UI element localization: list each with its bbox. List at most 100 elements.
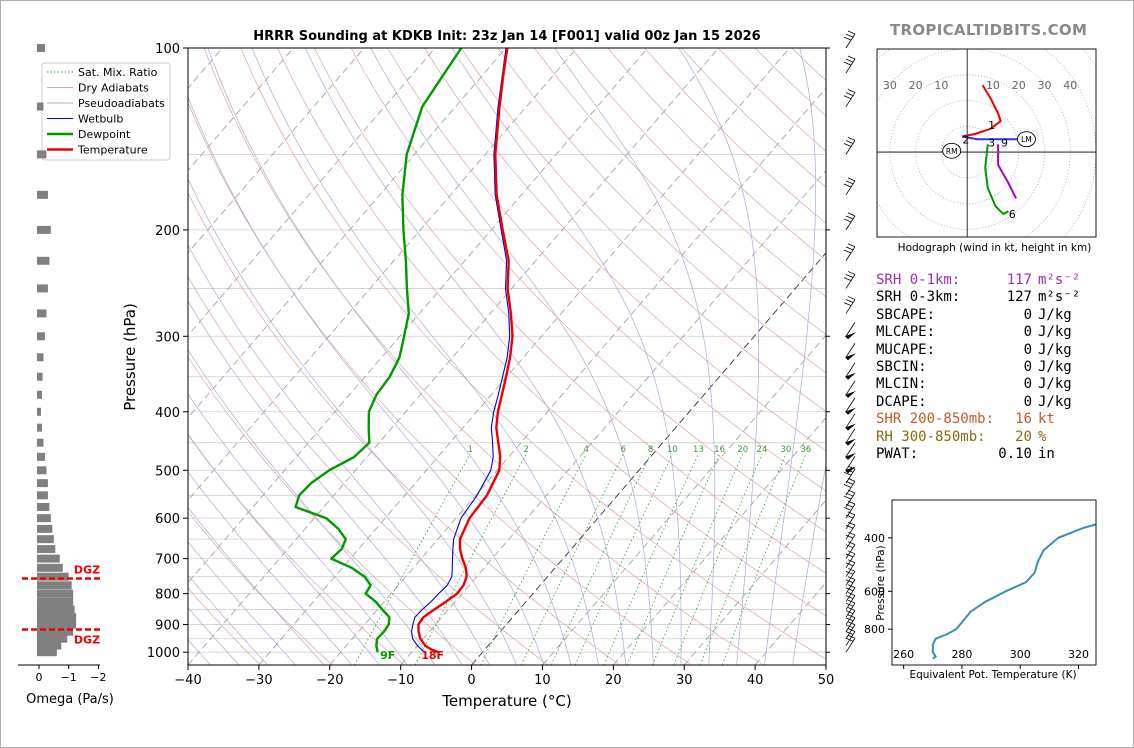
barb-pennant (845, 372, 856, 380)
omega-bar (37, 597, 74, 606)
pseudo-adiabat (207, 48, 572, 665)
x-tick-label: 10 (534, 673, 551, 688)
barb-pennant (845, 407, 856, 415)
omega-panel: 0 −1 −2 Omega (Pa/s) DGZ DGZ (18, 44, 114, 707)
barb-feather (845, 92, 854, 97)
barb-feather (845, 246, 854, 251)
dry-adiabat (240, 48, 826, 660)
storm-motion-label: RM (946, 147, 958, 156)
barb-staff (845, 492, 856, 508)
index-value: 16 (1015, 411, 1032, 428)
barb-feather (845, 524, 854, 529)
barb-staff (845, 246, 856, 262)
barb-feather (847, 521, 856, 526)
wind-barb (845, 576, 856, 594)
y-tick-label: 700 (155, 553, 180, 568)
sounding-indices: SRH 0-1km: 117 m²s⁻² SRH 0-3km: 127 m²s⁻² SBCA… (876, 272, 1116, 463)
omega-bar (37, 452, 45, 461)
x-tick-label: −20 (316, 673, 343, 688)
omega-bar (37, 466, 47, 475)
mixing-ratio-line (574, 453, 673, 665)
series-wetbulb-line (410, 48, 511, 653)
index-unit: J/kg (1038, 341, 1072, 358)
index-label: SRH 0-1km: (876, 272, 961, 288)
index-unit: J/kg (1038, 306, 1072, 323)
hodograph-tick-label: 30 (883, 79, 897, 92)
skewt-plot-frame (187, 47, 827, 666)
barb-feather (843, 143, 852, 147)
pseudo-adiabat (451, 48, 682, 665)
hodograph-tick-label: 10 (934, 79, 948, 92)
isotherm-line (400, 169, 826, 665)
barb-staff (845, 602, 856, 618)
skewt-title: HRRR Sounding at KDKB Init: 23z Jan 14 [… (253, 29, 760, 44)
barb-feather (845, 579, 854, 584)
index-label: DCAPE: (876, 393, 927, 410)
omega-bar (37, 44, 45, 52)
barb-staff (845, 624, 856, 639)
barb-feather (847, 271, 856, 275)
mixing-ratio-label: 10 (667, 445, 678, 455)
theta-e-x-tick-label: 280 (951, 648, 972, 661)
legend-label: Dewpoint (78, 128, 131, 141)
dry-adiabat (350, 48, 826, 533)
y-tick-label: 200 (155, 224, 180, 239)
theta-e-panel: 400 600 800 260 280 300 320 Pressure (hPa) Equiv… (864, 499, 1097, 681)
wind-barb (845, 456, 856, 474)
theta-e-y-tick-label: 600 (864, 585, 885, 598)
wind-barb (843, 500, 856, 519)
barb-staff (845, 631, 856, 646)
omega-bar (37, 589, 74, 598)
barb-feather (843, 277, 852, 281)
mixing-ratio-label: 24 (757, 445, 768, 455)
index-row: RH 300-850mb: 20% (876, 429, 1116, 446)
index-row: MLCIN: 0 J/kg (876, 376, 1116, 393)
y-tick-label: 500 (155, 464, 180, 479)
brand-watermark: TROPICALTIDBITS.COM (890, 21, 1088, 39)
barb-feather (843, 495, 852, 500)
barb-feather (847, 212, 856, 217)
theta-e-x-tick-label: 320 (1068, 648, 1089, 661)
index-row: SRH 0-3km: 127 m²s⁻² (876, 289, 1116, 306)
barb-staff (845, 343, 856, 358)
mixing-ratio-label: 8 (648, 445, 653, 455)
barb-feather (845, 562, 854, 567)
barb-staff (845, 428, 856, 443)
barb-feather (847, 567, 856, 572)
mixing-ratio-label: 16 (714, 445, 725, 455)
barb-pennant (845, 452, 856, 460)
pseudo-adiabat (678, 48, 760, 665)
barb-staff (845, 413, 856, 428)
dgz-label: DGZ (74, 633, 100, 646)
wind-barb (843, 177, 856, 196)
index-value: 127 (1006, 289, 1032, 306)
barb-feather (845, 534, 854, 539)
theta-e-frame (891, 499, 1097, 666)
pseudo-adiabat (792, 462, 826, 665)
barb-pennant (845, 353, 856, 361)
legend-box (41, 62, 171, 161)
index-unit: % (1038, 428, 1047, 445)
skewt-legend: Sat. Mix. Ratio Dry Adiabats Pseudoadiabat… (41, 62, 171, 161)
barb-staff (845, 33, 856, 49)
barb-staff (845, 637, 856, 653)
omega-axis-label: Omega (Pa/s) (26, 692, 114, 707)
omega-bar (37, 438, 44, 447)
barb-feather (843, 95, 852, 100)
surface-dewpoint-label: 9F (380, 649, 395, 662)
omega-bar (37, 545, 56, 554)
hodograph-height-label: 9 (1001, 136, 1008, 149)
theta-e-x-tick-label: 260 (893, 648, 914, 661)
index-label: SHR 200-850mb: (876, 411, 995, 428)
omega-bar (37, 554, 60, 563)
storm-motion-marker (1016, 131, 1036, 148)
barb-feather (847, 89, 856, 93)
index-label: MLCAPE: (876, 324, 936, 341)
barb-feather (845, 299, 854, 303)
hodograph-tick-label: 20 (909, 79, 923, 92)
y-tick-label: 100 (155, 42, 180, 57)
omega-bar (37, 605, 75, 614)
wind-barb (845, 322, 856, 340)
index-row: MUCAPE: 0 J/kg (876, 342, 1116, 359)
